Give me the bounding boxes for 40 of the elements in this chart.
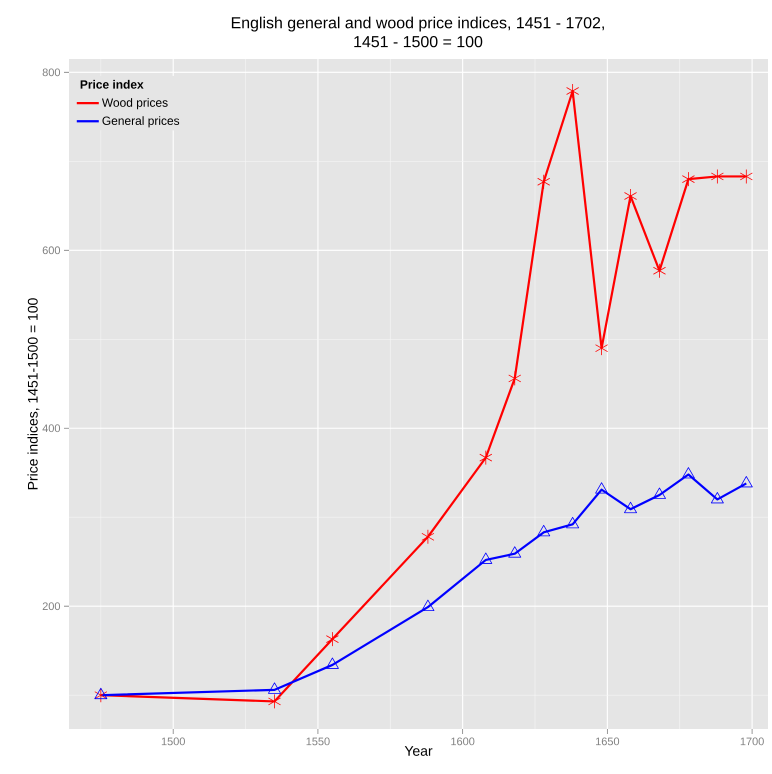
point [508, 371, 522, 386]
point [326, 658, 339, 669]
y-tick-label: 800 [42, 68, 60, 76]
point [479, 552, 492, 564]
point [94, 688, 108, 700]
x-axis-title: Year [404, 746, 432, 756]
y-tick-label: 400 [42, 424, 60, 432]
point [624, 502, 637, 514]
x-tick-label: 1500 [162, 738, 185, 746]
point [537, 174, 550, 190]
x-tick-label: 1700 [740, 738, 764, 746]
y-axis-title: Price indices, 1451-1500 = 100 [27, 298, 40, 490]
legend-label: Wood prices [102, 98, 168, 110]
point [710, 492, 724, 504]
x-tick-label: 1600 [451, 738, 474, 746]
point [624, 188, 637, 204]
point [566, 516, 580, 528]
point [710, 169, 724, 184]
point [508, 546, 522, 558]
chart-subtitle: 1451 - 1500 = 100 [354, 36, 482, 48]
point [268, 682, 281, 694]
point [740, 169, 753, 184]
point [566, 84, 580, 98]
x-tick-label: 1650 [596, 738, 620, 746]
point [682, 172, 695, 187]
y-tick-label: 600 [42, 246, 60, 254]
point [421, 600, 434, 611]
x-tick-label: 1550 [306, 738, 330, 746]
point [682, 467, 695, 478]
point [653, 488, 666, 499]
point [740, 476, 753, 488]
legend-title: Price index [80, 80, 144, 89]
point [537, 524, 550, 536]
point [653, 263, 666, 278]
point [421, 529, 434, 544]
y-tick-label: 200 [42, 602, 60, 610]
legend-label: General prices [102, 116, 180, 128]
chart-title: English general and wood price indices, 1451 - 1702, [232, 16, 604, 32]
point [595, 482, 608, 494]
point [479, 450, 492, 466]
